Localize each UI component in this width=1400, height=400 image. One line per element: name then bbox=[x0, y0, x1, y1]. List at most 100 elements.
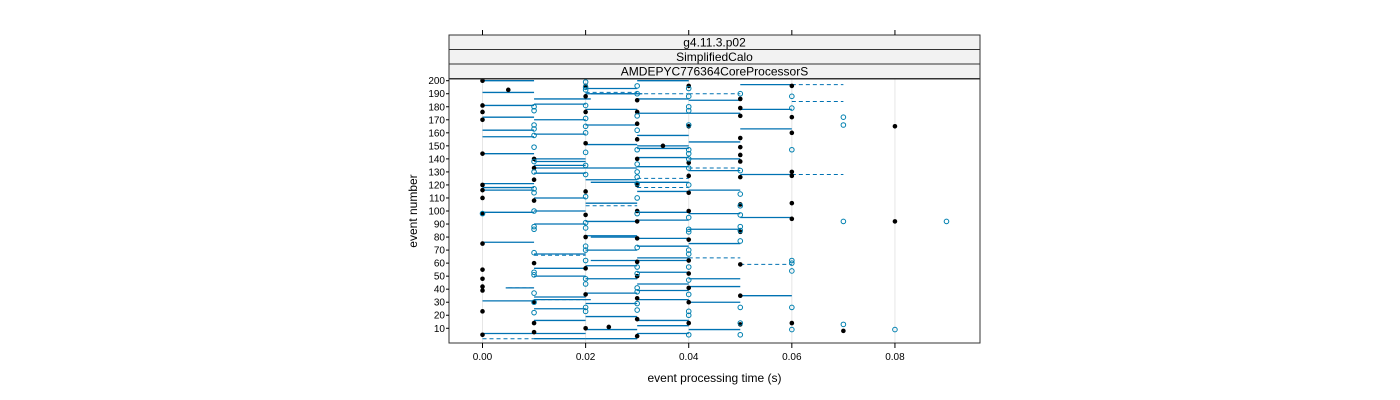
data-point-open bbox=[479, 210, 486, 217]
data-point-open bbox=[634, 244, 640, 251]
data-point-filled bbox=[634, 296, 640, 301]
y-tick-label: 40 bbox=[434, 285, 446, 296]
data-point-filled bbox=[583, 189, 588, 194]
data-point-open bbox=[685, 277, 692, 283]
data-point-open bbox=[737, 223, 744, 230]
data-point-open bbox=[531, 158, 537, 165]
data-point-open bbox=[634, 300, 640, 307]
data-point-open bbox=[582, 304, 589, 311]
data-point-filled bbox=[480, 78, 485, 83]
y-tick-label: 10 bbox=[434, 324, 446, 335]
data-point-open bbox=[685, 247, 692, 253]
data-point-open bbox=[634, 288, 640, 295]
data-point-open bbox=[531, 309, 537, 316]
data-point-open bbox=[737, 212, 744, 218]
data-point-open bbox=[531, 126, 537, 132]
data-point-filled bbox=[789, 173, 795, 179]
data-point-filled bbox=[686, 299, 692, 305]
data-point-open bbox=[582, 149, 589, 156]
data-point-filled bbox=[583, 94, 588, 99]
data-point-filled bbox=[686, 320, 692, 326]
data-point-open bbox=[582, 257, 589, 264]
data-point-filled bbox=[737, 174, 743, 180]
y-tick-label: 160 bbox=[428, 128, 445, 139]
data-point-filled bbox=[686, 258, 692, 263]
data-point-open bbox=[634, 169, 640, 175]
data-point-filled bbox=[789, 169, 795, 175]
data-point-filled bbox=[686, 190, 692, 196]
data-point-open bbox=[582, 281, 589, 287]
data-point-open bbox=[531, 249, 537, 256]
data-point-filled bbox=[789, 320, 795, 326]
strip-label: AMDEPYC776364CoreProcessorS bbox=[621, 65, 808, 79]
data-point-open bbox=[634, 174, 640, 180]
data-point-filled bbox=[789, 216, 795, 222]
data-point-filled bbox=[737, 135, 743, 141]
data-point-open bbox=[789, 93, 795, 100]
data-point-filled bbox=[634, 259, 640, 265]
data-point-open bbox=[685, 85, 692, 92]
y-axis-label: event number bbox=[406, 174, 420, 247]
data-point-filled bbox=[583, 234, 588, 240]
data-point-open bbox=[737, 90, 744, 97]
data-point-filled bbox=[480, 103, 485, 108]
data-point-filled bbox=[480, 267, 485, 272]
data-point-open bbox=[531, 132, 537, 139]
data-point-open bbox=[531, 269, 537, 276]
segment-layer bbox=[482, 80, 844, 340]
data-point-open bbox=[582, 123, 589, 130]
data-point-open bbox=[685, 291, 692, 298]
data-point-open bbox=[685, 103, 692, 110]
data-point-open bbox=[685, 165, 692, 171]
data-point-filled bbox=[480, 151, 485, 156]
y-tick-label: 20 bbox=[434, 311, 446, 322]
data-point-filled bbox=[737, 105, 743, 111]
data-point-open bbox=[582, 84, 589, 91]
data-point-filled bbox=[583, 266, 588, 271]
data-point-filled bbox=[686, 160, 692, 166]
data-point-filled bbox=[480, 187, 485, 193]
data-point-open bbox=[634, 146, 640, 153]
data-point-filled bbox=[480, 309, 485, 314]
data-point-filled bbox=[583, 325, 588, 331]
data-point-filled bbox=[789, 114, 795, 120]
data-point-open bbox=[737, 167, 744, 174]
y-tick-label: 180 bbox=[428, 102, 445, 113]
data-point-open bbox=[892, 326, 898, 333]
data-point-open bbox=[582, 225, 589, 231]
x-tick-label: 0.04 bbox=[679, 352, 699, 363]
data-point-open bbox=[737, 202, 744, 209]
data-point-open bbox=[531, 223, 537, 230]
data-point-filled bbox=[634, 333, 640, 339]
strip-label: SimplifiedCalo bbox=[676, 50, 753, 64]
data-point-open bbox=[634, 83, 640, 89]
data-point-open bbox=[582, 193, 589, 200]
data-point-open bbox=[737, 191, 744, 197]
y-tick-label: 110 bbox=[429, 193, 445, 204]
data-point-filled bbox=[583, 212, 588, 218]
data-point-open bbox=[737, 320, 744, 326]
data-point-open bbox=[531, 189, 537, 196]
data-point-open bbox=[634, 180, 640, 187]
data-point-open bbox=[737, 227, 744, 234]
data-point-open bbox=[685, 229, 692, 235]
data-point-open bbox=[685, 107, 692, 114]
data-point-open bbox=[685, 150, 692, 157]
data-point-open bbox=[531, 122, 537, 128]
data-point-open bbox=[685, 122, 692, 128]
data-point-open bbox=[789, 257, 795, 264]
data-point-open bbox=[582, 115, 589, 122]
data-point-open bbox=[789, 146, 795, 153]
data-point-open bbox=[582, 102, 589, 109]
data-point-open bbox=[685, 312, 692, 319]
data-point-open bbox=[531, 272, 537, 278]
data-point-open bbox=[685, 93, 692, 100]
data-point-open bbox=[789, 326, 795, 333]
data-point-open bbox=[582, 275, 589, 282]
data-point-filled bbox=[531, 329, 537, 335]
data-point-open bbox=[789, 304, 795, 311]
data-point-open bbox=[634, 195, 640, 201]
data-point-filled bbox=[634, 137, 640, 142]
data-point-open bbox=[789, 260, 795, 266]
